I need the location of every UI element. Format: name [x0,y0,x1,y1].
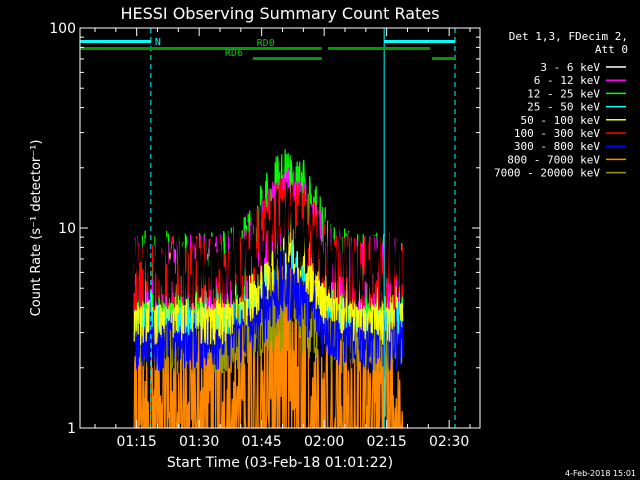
decimation-bar [432,57,455,60]
x-tick-label: 01:15 [116,434,156,450]
y-tick-label: 100 [49,21,76,37]
decimation-bar-label: RD6 [225,48,243,59]
x-axis: 01:15 01:30 01:45 02:00 02:15 02:30 [94,28,471,450]
x-tick-label: 01:30 [179,434,219,450]
y-axis: 1 10 100 [49,21,480,437]
x-tick-label: 02:30 [429,434,469,450]
legend-entry-label: 6 - 12 keV [534,74,601,87]
legend-header-line: Att 0 [595,43,628,56]
x-tick-label: 02:15 [366,434,406,450]
series-line [133,182,404,308]
night-bar-label: N [155,37,161,48]
chart-title: HESSI Observing Summary Count Rates [120,4,439,23]
legend-entry-label: 12 - 25 keV [527,87,600,100]
decimation-bar [327,47,430,50]
date-stamp: 4-Feb-2018 15:01 [565,469,636,478]
x-axis-label: Start Time (03-Feb-18 01:01:22) [167,455,393,471]
legend-entry-label: 100 - 300 keV [514,127,600,140]
legend-entry-label: 7000 - 20000 keV [494,167,600,180]
x-tick-label: 02:00 [304,434,344,450]
y-axis-label: Count Rate (s⁻¹ detector⁻¹) [29,140,44,317]
legend-entry-label: 50 - 100 keV [521,114,601,127]
night-bar [384,40,455,43]
decimation-bar [252,57,322,60]
legend-entry-label: 25 - 50 keV [527,101,600,114]
legend-header-line: Det 1,3, FDecim 2, [509,30,628,43]
night-bar [80,40,151,43]
y-tick-label: 1 [67,421,76,437]
decimation-bar [80,47,322,50]
y-tick-label: 10 [58,221,76,237]
legend-entry-label: 300 - 800 keV [514,140,600,153]
legend-entry-label: 3 - 6 keV [540,61,600,74]
legend-entry-label: 800 - 7000 keV [507,153,600,166]
decimation-bar-label: RD0 [257,38,275,49]
data-marks [133,149,404,429]
x-tick-label: 01:45 [241,434,281,450]
